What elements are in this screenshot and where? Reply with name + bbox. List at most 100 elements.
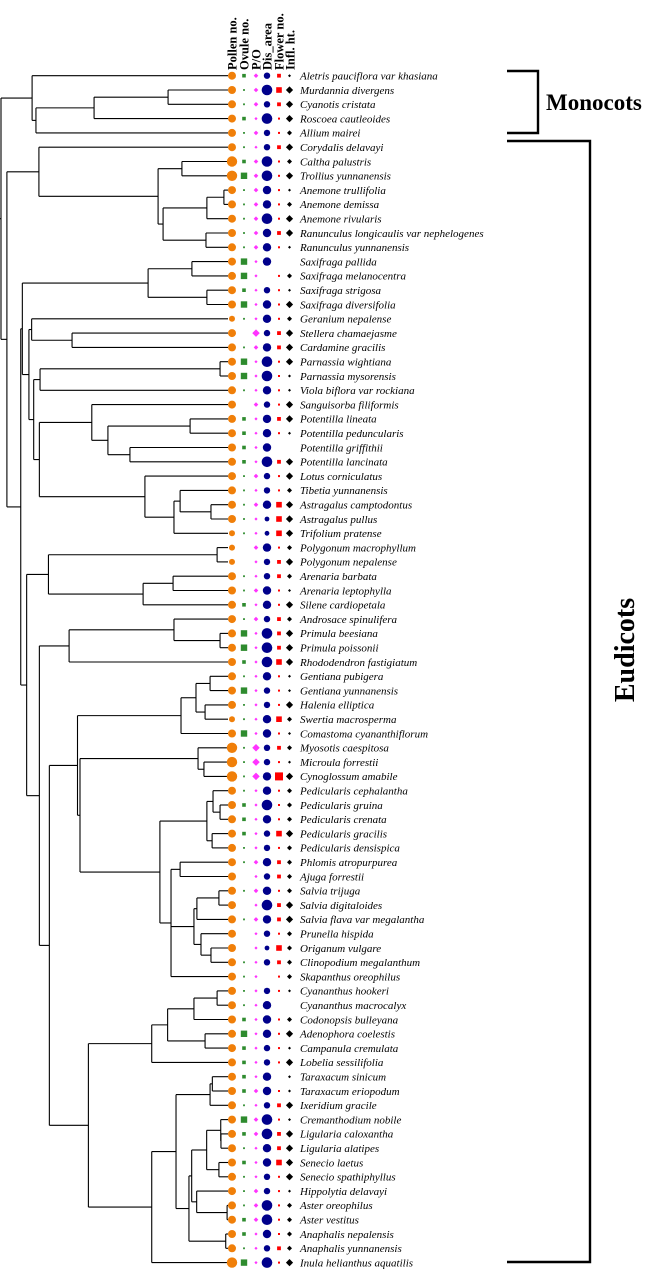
ovule-no-square <box>243 1004 245 1007</box>
species-label: Pedicularis crenata <box>299 814 387 826</box>
ovule-no-square <box>240 644 248 651</box>
pollen-no-circle <box>228 286 236 295</box>
species-label: Saxifraga diversifolia <box>300 299 396 311</box>
species-label: Anemone rivularis <box>299 214 382 226</box>
p-o-diamond <box>254 574 258 578</box>
infl-ht-diamond <box>285 1259 294 1267</box>
ovule-no-square <box>243 975 245 978</box>
pollen-no-circle <box>228 357 236 366</box>
species-label: Salvia digitaloides <box>300 900 382 912</box>
infl-ht-diamond <box>288 1189 291 1193</box>
species-label: Clinopodium megalanthum <box>300 957 420 969</box>
p-o-diamond <box>254 960 258 964</box>
pollen-no-circle <box>228 958 236 967</box>
p-o-diamond <box>254 1232 258 1236</box>
infl-ht-diamond <box>285 300 294 309</box>
dis-area-circle <box>262 414 272 424</box>
ovule-no-square <box>243 89 245 91</box>
dis-area-circle <box>262 543 272 552</box>
species-label: Cyanotis cristata <box>300 99 376 111</box>
flower-no-square <box>277 1132 281 1136</box>
species-label: Ranunculus yunnanensis <box>299 242 409 254</box>
pollen-no-circle <box>228 786 236 795</box>
p-o-diamond <box>254 1032 258 1036</box>
dis-area-circle <box>262 772 272 781</box>
ovule-no-square <box>242 417 246 421</box>
pollen-no-circle <box>228 1187 236 1196</box>
flower-no-square <box>278 675 280 678</box>
flower-no-square <box>278 1190 280 1193</box>
pollen-no-circle <box>228 143 236 152</box>
flower-no-square <box>277 231 281 235</box>
pollen-no-circle <box>228 901 236 910</box>
species-label: Tibetia yunnanensis <box>300 485 388 497</box>
p-o-diamond <box>254 689 258 693</box>
ovule-no-square <box>243 346 245 349</box>
infl-ht-diamond <box>285 329 294 337</box>
species-label: Senecio spathiphyllus <box>300 1172 396 1184</box>
eudicots-bracket <box>507 139 592 1264</box>
flower-no-square <box>278 932 280 935</box>
infl-ht-diamond <box>288 674 291 678</box>
infl-ht-diamond <box>287 959 292 965</box>
ovule-no-square <box>243 317 245 320</box>
dis-area-circle <box>263 129 271 137</box>
infl-ht-diamond <box>285 644 294 652</box>
dis-area-circle <box>263 487 271 494</box>
dis-area-circle <box>262 257 272 266</box>
flower-no-square <box>278 117 280 120</box>
flower-no-square <box>278 546 280 549</box>
species-label: Astragalus camptodontus <box>299 500 412 512</box>
dis-area-circle <box>263 573 271 580</box>
infl-ht-diamond <box>285 1030 294 1038</box>
ovule-no-square <box>243 1247 245 1250</box>
ovule-no-square <box>240 1259 248 1266</box>
flower-no-square <box>277 1146 281 1151</box>
p-o-diamond <box>254 1003 258 1007</box>
p-o-diamond <box>253 502 259 507</box>
ovule-no-square <box>242 660 246 664</box>
flower-no-square <box>278 703 280 706</box>
infl-ht-diamond <box>285 229 294 237</box>
pollen-no-circle <box>228 271 236 280</box>
p-o-diamond <box>254 903 258 907</box>
infl-ht-diamond <box>288 1075 291 1079</box>
ovule-no-square <box>242 159 246 164</box>
species-label: Ixeridium gracile <box>299 1100 377 1112</box>
species-label: Gentiana pubigera <box>300 671 384 683</box>
p-o-diamond <box>254 1060 258 1064</box>
species-label: Hippolytia delavayi <box>299 1186 387 1198</box>
header-infl-ht: Infl. ht. <box>284 30 298 70</box>
flower-no-square <box>278 589 280 592</box>
pollen-no-circle <box>226 742 238 753</box>
species-label: Corydalis delavayi <box>300 142 383 154</box>
ovule-no-square <box>243 503 245 506</box>
dis-area-circle <box>263 987 271 995</box>
pollen-no-circle <box>228 414 236 423</box>
infl-ht-diamond <box>285 1058 294 1066</box>
p-o-diamond <box>254 874 258 879</box>
ovule-no-square <box>243 704 245 706</box>
dis-area-circle <box>261 1128 273 1140</box>
species-label: Swertia macrosperma <box>300 714 397 726</box>
species-label: Pedicularis gracilis <box>299 828 387 840</box>
p-o-diamond <box>254 517 258 521</box>
species-label: Ligularia caloxantha <box>299 1129 394 1141</box>
species-label: Aletris pauciflora var khasiana <box>299 71 438 83</box>
dis-area-circle <box>262 314 272 323</box>
ovule-no-square <box>242 116 246 121</box>
dis-area-circle <box>262 786 272 795</box>
ovule-no-square <box>243 1147 245 1150</box>
dis-area-circle <box>263 1044 271 1052</box>
infl-ht-diamond <box>287 859 292 865</box>
dis-area-circle <box>261 1114 273 1125</box>
pollen-no-circle <box>228 729 236 738</box>
dis-area-circle <box>262 243 272 252</box>
flower-no-square <box>277 1103 281 1108</box>
flower-no-square <box>277 960 281 965</box>
p-o-diamond <box>254 717 258 721</box>
p-o-diamond <box>254 460 258 464</box>
species-label: Rhododendron fastigiatum <box>299 657 417 669</box>
ovule-no-square <box>240 630 248 637</box>
dis-area-circle <box>263 1102 271 1109</box>
